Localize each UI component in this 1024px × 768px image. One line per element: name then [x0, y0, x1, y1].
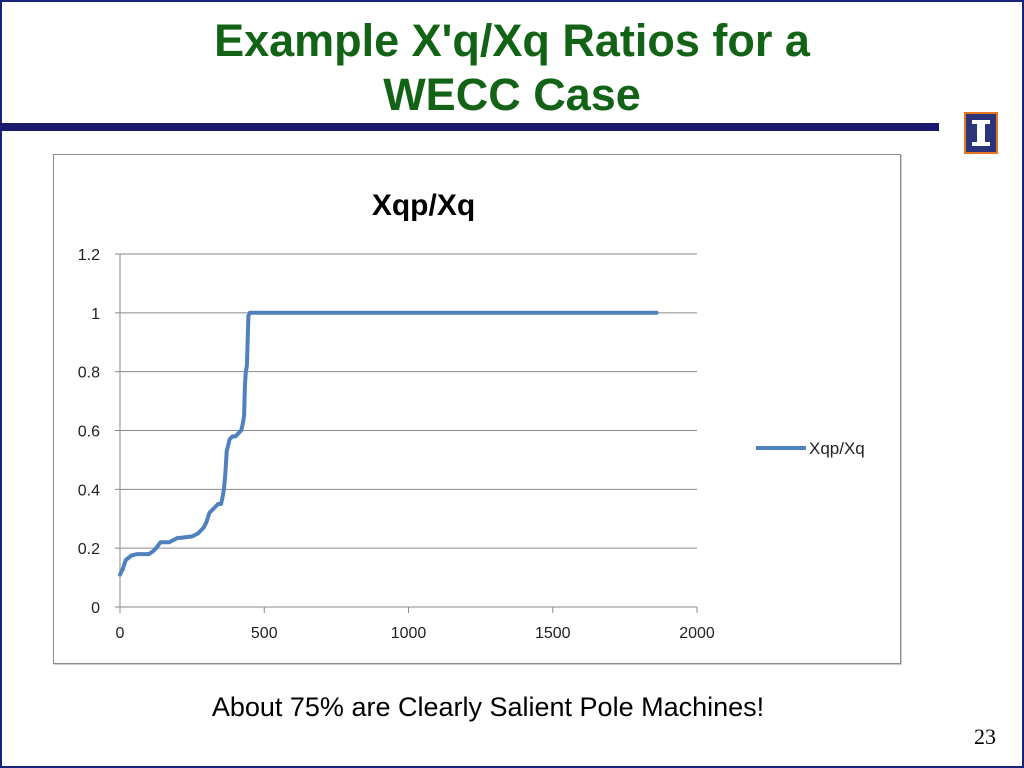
- chart-title: Xqp/Xq: [372, 189, 475, 222]
- slide-title-line-2: WECC Case: [383, 69, 641, 120]
- university-of-illinois-block-i-icon: [964, 112, 998, 154]
- x-tick-label: 0: [116, 625, 125, 642]
- line-chart: Xqp/Xq 0 0.2 0.4 0.6 0.8 1 1.2 0 500 1000 1500 2000 X…: [78, 189, 865, 642]
- legend-label: Xqp/Xq: [809, 439, 865, 458]
- y-tick-label: 1: [91, 306, 100, 323]
- chart-container: Xqp/Xq 0 0.2 0.4 0.6 0.8 1 1.2 0 500 1000 1500 2000 X…: [53, 154, 901, 664]
- x-tick-label: 1000: [391, 625, 427, 642]
- x-tick-label: 2000: [679, 625, 715, 642]
- y-tick-label: 0.8: [78, 365, 100, 382]
- slide-title-line-1: Example X'q/Xq Ratios for a: [214, 15, 810, 66]
- x-tick-label: 1500: [535, 625, 571, 642]
- x-tick-label: 500: [251, 625, 278, 642]
- y-tick-label: 0: [91, 600, 100, 617]
- y-tick-label: 1.2: [78, 247, 100, 264]
- series-line-0: [118, 310, 659, 577]
- slide-title: Example X'q/Xq Ratios for a WECC Case: [60, 14, 964, 122]
- y-tick-label: 0.6: [78, 424, 100, 441]
- y-tick-label: 0.4: [78, 482, 100, 499]
- slide-caption: About 75% are Clearly Salient Pole Machi…: [211, 692, 765, 722]
- y-tick-label: 0.2: [78, 541, 100, 558]
- page-number: 23: [974, 724, 996, 749]
- title-rule: [0, 123, 939, 131]
